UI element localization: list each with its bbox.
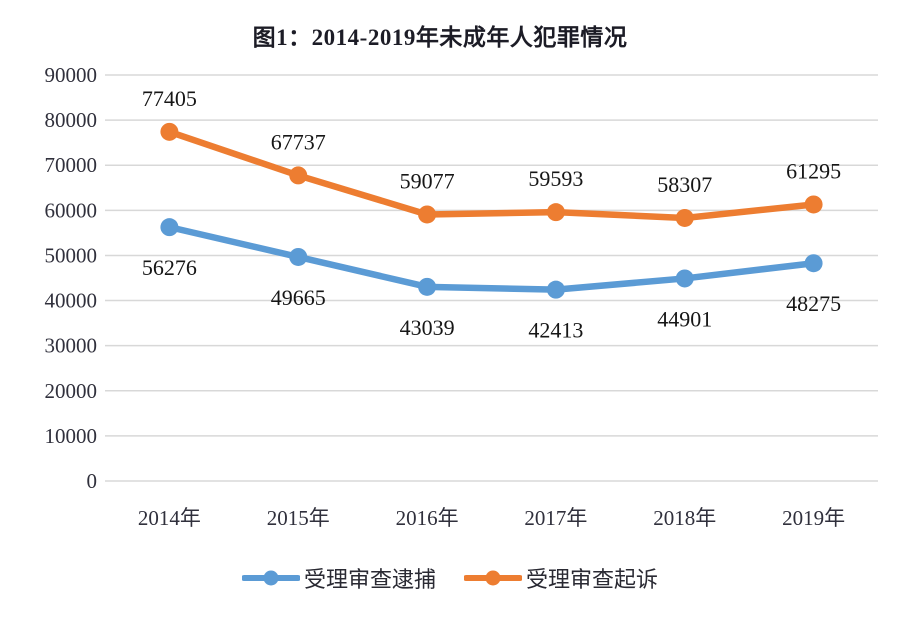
x-axis-tick-label: 2019年 (782, 506, 845, 530)
data-label: 59077 (400, 168, 455, 193)
data-point (804, 254, 823, 273)
y-axis-tick-label: 40000 (45, 289, 98, 313)
x-axis-tick-label: 2015年 (267, 506, 330, 530)
y-axis-tick-label: 50000 (45, 243, 98, 267)
data-label: 43039 (400, 315, 455, 340)
data-point (418, 205, 437, 224)
legend-label: 受理审查起诉 (526, 567, 659, 592)
data-label: 77405 (142, 86, 197, 111)
series-line-受理审查起诉 (166, 128, 817, 222)
line-chart: 0 10000 20000 30000 40000 50000 60000 70000 8000… (45, 63, 878, 530)
data-label: 44901 (657, 306, 712, 331)
x-axis-tick-label: 2018年 (653, 506, 716, 530)
y-axis-tick-label: 20000 (45, 379, 98, 403)
data-label: 59593 (528, 166, 583, 191)
chart-title: 图1：2014-2019年未成年人犯罪情况 (252, 25, 628, 50)
data-label: 61295 (786, 158, 841, 183)
data-label: 56276 (142, 255, 197, 280)
data-point (546, 280, 565, 299)
legend-marker-icon (241, 570, 300, 586)
x-axis-tick-label: 2014年 (138, 506, 201, 530)
data-point (546, 203, 565, 222)
y-axis-tick-label: 70000 (45, 153, 98, 177)
legend-item-受理审查逮捕: 受理审查逮捕 (241, 562, 436, 594)
legend: 受理审查逮捕 受理审查起诉 (0, 562, 900, 594)
data-point (675, 208, 694, 227)
series-line-受理审查逮捕 (166, 223, 817, 293)
data-point (675, 269, 694, 288)
data-label: 42413 (528, 318, 583, 343)
legend-item-受理审查起诉: 受理审查起诉 (464, 562, 658, 594)
y-axis-tick-label: 90000 (45, 63, 98, 87)
data-point (804, 195, 823, 214)
legend-label: 受理审查逮捕 (303, 567, 436, 592)
x-axis-tick-label: 2016年 (396, 506, 459, 530)
data-label: 49665 (271, 285, 326, 310)
y-axis-tick-label: 30000 (45, 334, 98, 358)
data-label: 48275 (786, 291, 841, 316)
data-point (289, 166, 308, 185)
x-axis-tick-label: 2017年 (524, 506, 587, 530)
data-point (160, 122, 179, 141)
data-point (418, 277, 437, 296)
y-axis-tick-label: 0 (87, 469, 98, 493)
y-axis-tick-label: 60000 (45, 198, 98, 222)
legend-marker-icon (464, 570, 522, 586)
y-axis-tick-label: 10000 (45, 424, 98, 448)
data-point (160, 218, 179, 237)
y-axis-tick-label: 80000 (45, 108, 98, 132)
data-label: 67737 (271, 129, 326, 154)
data-point (289, 247, 308, 266)
data-label: 58307 (657, 172, 712, 197)
